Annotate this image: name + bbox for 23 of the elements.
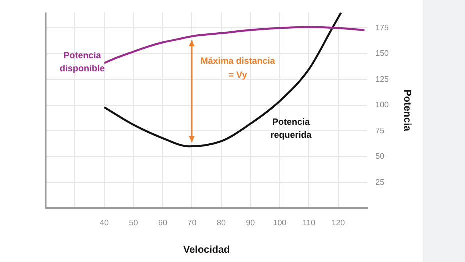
x-tick-label: 110 xyxy=(302,218,316,228)
y-tick-label: 25 xyxy=(376,178,386,187)
series-label: Potencia disponible xyxy=(60,50,105,74)
annotation: Máxima distancia = Vy xyxy=(200,56,276,80)
y-tick-label: 175 xyxy=(376,23,390,32)
series-label: Potencia requerida xyxy=(270,117,313,140)
y-tick-label: 150 xyxy=(376,49,390,58)
y-tick-label: 125 xyxy=(376,74,390,84)
x-tick-label: 50 xyxy=(129,218,139,228)
x-tick-label: 120 xyxy=(332,218,346,228)
x-tick-label: 40 xyxy=(100,218,110,228)
y-tick-label: 100 xyxy=(376,100,390,110)
x-axis-title: Velocidad xyxy=(183,244,230,256)
x-tick-label: 80 xyxy=(216,218,226,228)
y-tick-label: 50 xyxy=(376,152,386,162)
x-tick-label: 100 xyxy=(273,218,288,228)
x-tick-label: 60 xyxy=(158,218,168,228)
line-series xyxy=(103,12,342,148)
x-tick-label: 90 xyxy=(246,218,256,228)
y-axis-title: Potencia xyxy=(401,90,412,132)
line-series xyxy=(103,26,366,64)
x-tick-label: 70 xyxy=(188,218,198,228)
y-tick-label: 75 xyxy=(376,126,386,136)
